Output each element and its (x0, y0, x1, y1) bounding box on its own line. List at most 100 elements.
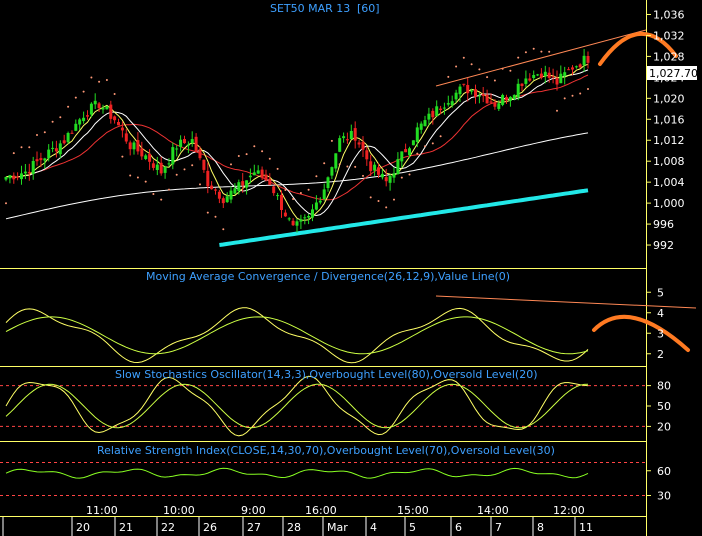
candle-body (497, 103, 501, 109)
stochastic-label: Slow Stochastics Oscillator(14,3,3),Over… (115, 368, 538, 381)
price-tick-label: 1,004 (653, 176, 685, 189)
stochastic-tick-label: 20 (657, 420, 671, 433)
candle-body (326, 177, 330, 188)
price-tick-label: 1,032 (653, 29, 685, 42)
candle-body (539, 73, 543, 78)
sar-dot (51, 120, 54, 123)
candle-body (520, 83, 524, 86)
candle-body (260, 169, 264, 178)
date-label: 21 (119, 521, 133, 534)
sar-dot (292, 198, 295, 200)
sar-dot (393, 198, 395, 201)
time-label: 16:00 (305, 504, 337, 517)
macd-panel (5, 295, 697, 364)
candle-body (186, 144, 190, 146)
candle-body (489, 101, 493, 103)
time-label: 9:00 (241, 504, 266, 517)
sar-dot (222, 228, 225, 231)
sar-dot (129, 174, 132, 177)
candle-body (35, 159, 39, 162)
macd-tick-label: 5 (657, 286, 664, 299)
price-tick-label: 1,028 (653, 50, 685, 63)
time-axis: 11:00 10:00 9:00 16:00 15:00 14:00 12:00 20 21 22… (2, 504, 593, 536)
candle-body (276, 195, 280, 197)
candle-body (493, 102, 497, 107)
sar-dot (113, 93, 116, 95)
price-panel (4, 29, 678, 247)
sar-dot (323, 162, 326, 165)
sar-dot (206, 211, 209, 214)
sar-dot (338, 163, 341, 166)
sar-dot (587, 88, 589, 90)
stochastic-d-line (5, 383, 589, 429)
sar-dot (563, 97, 566, 100)
candle-body (586, 56, 590, 63)
candle-body (408, 148, 411, 156)
sar-dot (28, 146, 31, 149)
candle-body (179, 139, 183, 147)
candle-body (330, 167, 334, 176)
sar-dot (377, 200, 380, 202)
sar-dot (524, 51, 527, 54)
candle-body (210, 185, 214, 190)
sar-dot (408, 173, 411, 176)
candle-body (578, 64, 582, 68)
sar-dot (245, 153, 248, 156)
time-label: 11:00 (86, 504, 118, 517)
candle-body (148, 154, 152, 162)
sar-dot (571, 94, 574, 97)
candle-body (435, 106, 439, 117)
sar-dot (299, 192, 302, 194)
sar-dot (579, 92, 582, 95)
sar-dot (307, 188, 310, 191)
rsi-panel (0, 462, 646, 496)
sar-dot (168, 188, 170, 191)
candle-body (567, 69, 571, 71)
chart-interval: [60] (357, 2, 380, 15)
candle-body (512, 94, 516, 99)
candle-body (311, 209, 314, 218)
price-tick-label: 1,000 (653, 197, 685, 210)
candle-body (470, 90, 474, 92)
sar-dot (175, 173, 178, 176)
sar-dot (385, 206, 388, 209)
macd-tick-label: 4 (657, 307, 664, 320)
candle-body (163, 166, 167, 173)
candle-body (241, 181, 245, 186)
candle-body (477, 95, 481, 97)
candle-body (454, 92, 458, 100)
candle-body (419, 123, 423, 130)
candle-body (214, 189, 217, 191)
sar-dot (183, 168, 186, 171)
sar-dot (431, 142, 434, 145)
price-tick-label: 992 (653, 239, 674, 252)
candle-body (334, 153, 338, 169)
rsi-tick-label: 30 (657, 490, 671, 503)
candle-body (411, 140, 415, 146)
macd-signal-line (5, 316, 589, 355)
stochastic-tick-label: 80 (657, 380, 671, 393)
price-tick-label: 996 (653, 218, 674, 231)
candle-body (82, 117, 86, 122)
candle-body (31, 161, 35, 174)
price-tick-label: 1,012 (653, 134, 685, 147)
candle-body (136, 140, 140, 152)
ma-short-line (5, 63, 589, 221)
candle-body (89, 103, 93, 115)
candle-body (392, 173, 396, 178)
sar-dot (67, 105, 70, 108)
sar-dot (493, 79, 496, 82)
sar-dot (20, 146, 23, 149)
date-label: 20 (76, 521, 90, 534)
candle-body (555, 77, 559, 85)
candle-body (229, 190, 233, 200)
macd-tick-label: 2 (657, 348, 664, 361)
sar-dot (214, 215, 217, 218)
candle-body (27, 171, 31, 174)
candle-body (431, 110, 435, 118)
sar-dot (230, 163, 232, 166)
candle-body (16, 176, 20, 178)
candle-body (458, 86, 462, 95)
sar-dot (486, 76, 489, 79)
